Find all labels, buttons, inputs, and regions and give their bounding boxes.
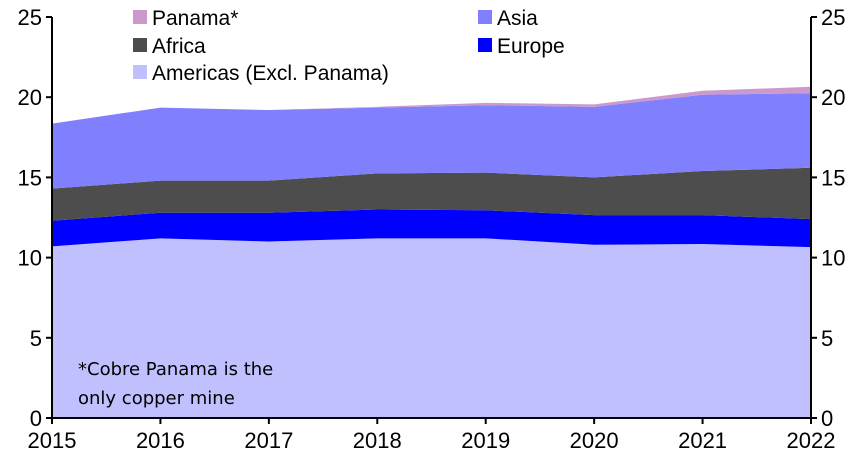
y-tick-label-right: 15 [821, 165, 845, 190]
legend-label: Africa [152, 35, 206, 58]
y-tick-label-right: 0 [821, 406, 833, 431]
x-tick-label: 2021 [678, 428, 727, 453]
legend-label: Europe [497, 35, 565, 58]
x-tick-label: 2020 [570, 428, 619, 453]
x-tick-label: 2016 [136, 428, 185, 453]
legend-swatch [133, 10, 147, 24]
x-tick-label: 2015 [28, 428, 77, 453]
area-panama [52, 86, 811, 124]
legend-label: Asia [497, 7, 538, 30]
legend: Panama* Asia Africa Europe Americas (Excl. P… [133, 7, 565, 85]
y-tick-label-left: 15 [18, 165, 42, 190]
x-tick-label: 2018 [353, 428, 402, 453]
area-asia [52, 93, 811, 189]
y-tick-label-left: 0 [30, 406, 42, 431]
y-tick-label-left: 5 [30, 326, 42, 351]
legend-swatch [133, 38, 147, 52]
y-tick-label-left: 25 [18, 5, 42, 30]
annotation-line-1: *Cobre Panama is the [78, 359, 273, 380]
legend-swatch [133, 65, 147, 79]
y-tick-label-right: 5 [821, 326, 833, 351]
x-tick-label: 2017 [244, 428, 293, 453]
y-tick-label-right: 20 [821, 85, 845, 110]
y-tick-label-left: 10 [18, 246, 42, 271]
x-tick-label: 2019 [461, 428, 510, 453]
y-tick-label-right: 25 [821, 5, 845, 30]
legend-label: Americas (Excl. Panama) [152, 62, 389, 85]
x-tick-label: 2022 [787, 428, 836, 453]
areas [52, 86, 811, 418]
annotation-line-2: only copper mine [78, 388, 235, 409]
legend-label: Panama* [152, 7, 238, 30]
legend-swatch [478, 38, 492, 52]
area-europe [52, 209, 811, 248]
y-tick-label-right: 10 [821, 246, 845, 271]
legend-swatch [478, 10, 492, 24]
area-africa [52, 167, 811, 221]
y-tick-label-left: 20 [18, 85, 42, 110]
area-americas-excl-panama [52, 238, 811, 418]
